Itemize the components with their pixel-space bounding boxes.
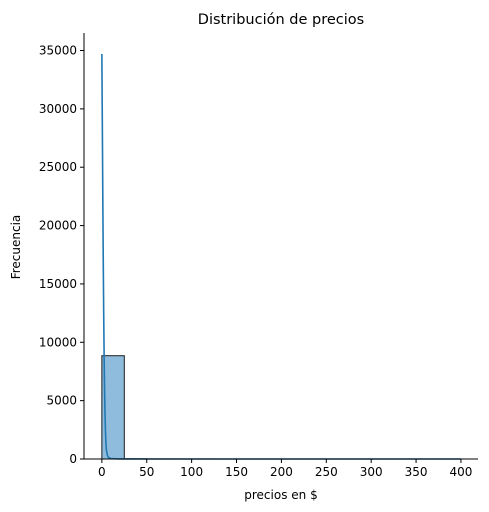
- y-tick-label: 25000: [39, 160, 77, 174]
- x-tick-label: 400: [449, 465, 472, 479]
- x-tick-label: 350: [405, 465, 428, 479]
- x-axis-ticks: 0 50 100 150 200 250 300 350 400: [98, 459, 472, 479]
- kde-line: [101, 54, 461, 460]
- x-tick-label: 0: [98, 465, 106, 479]
- y-tick-label: 10000: [39, 335, 77, 349]
- y-tick-label: 30000: [39, 102, 77, 116]
- y-tick-label: 20000: [39, 219, 77, 233]
- y-tick-label: 15000: [39, 277, 77, 291]
- y-tick-label: 0: [69, 452, 77, 466]
- histogram-bars: [101, 355, 462, 460]
- y-tick-label: 35000: [39, 44, 77, 58]
- x-tick-label: 250: [315, 465, 338, 479]
- y-axis-ticks: 0 5000 10000 15000 20000 25000 30000 35000: [39, 44, 84, 466]
- x-tick-label: 50: [139, 465, 154, 479]
- x-tick-label: 100: [180, 465, 203, 479]
- x-tick-label: 300: [360, 465, 383, 479]
- y-tick-label: 5000: [46, 394, 77, 408]
- x-tick-label: 200: [270, 465, 293, 479]
- x-tick-label: 150: [225, 465, 248, 479]
- x-axis-label: precios en $: [244, 488, 317, 502]
- y-axis-label: Frecuencia: [9, 215, 23, 280]
- chart-title: Distribución de precios: [198, 12, 364, 28]
